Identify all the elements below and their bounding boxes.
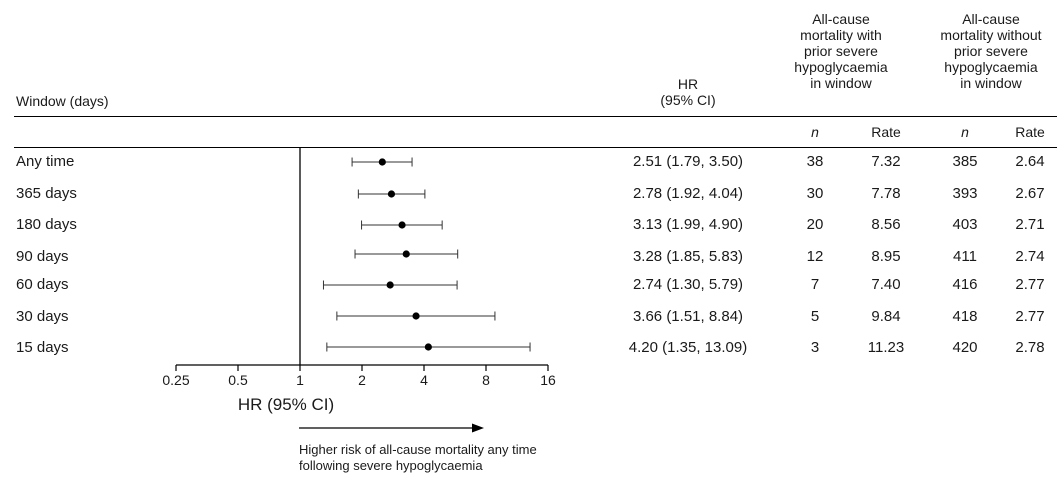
direction-arrow-head [472, 423, 484, 433]
n-without-value: 393 [952, 185, 978, 202]
with-header-line: mortality with [800, 27, 882, 43]
hr-header: HR (95% CI) [648, 76, 728, 108]
arrow-caption-line2: following severe hypoglycaemia [299, 458, 483, 473]
x-tick-label: 0.25 [162, 372, 189, 388]
row-label: 15 days [16, 339, 69, 356]
row-label: 60 days [16, 276, 69, 293]
row-label: 30 days [16, 308, 69, 325]
with-header-line: prior severe [804, 43, 878, 59]
rate-without-value: 2.67 [1015, 185, 1045, 202]
row-label: Any time [16, 153, 75, 170]
rate-without-value: 2.77 [1015, 276, 1045, 293]
header-rule [14, 116, 1057, 117]
with-header-line: All-cause [812, 11, 870, 27]
hr-header-line2: (95% CI) [660, 92, 716, 108]
with-hypo-group-header: All-cause mortality with prior severe hy… [776, 11, 906, 91]
n-with-value: 3 [810, 339, 820, 356]
hr-point [386, 281, 394, 289]
without-header-line: mortality without [940, 27, 1042, 43]
hr-ci-value: 3.13 (1.99, 4.90) [632, 216, 744, 233]
rate-with-value: 7.32 [871, 153, 901, 170]
row-label: 180 days [16, 216, 77, 233]
without-header-line: All-cause [962, 11, 1020, 27]
n-without-value: 416 [952, 276, 978, 293]
n-without-value: 418 [952, 308, 978, 325]
hr-ci-value: 3.66 (1.51, 8.84) [632, 308, 744, 325]
n-without-value: 420 [952, 339, 978, 356]
rate-with-value: 8.56 [871, 216, 901, 233]
n-without-value: 403 [952, 216, 978, 233]
hr-point [378, 158, 386, 166]
hr-point [387, 190, 396, 198]
hr-ci-value: 2.51 (1.79, 3.50) [632, 153, 744, 170]
hr-ci-value: 3.28 (1.85, 5.83) [632, 248, 744, 265]
rate-without-value: 2.74 [1015, 248, 1045, 265]
arrow-caption-line1: Higher risk of all-cause mortality any t… [299, 442, 537, 457]
n-with-header: n [811, 124, 819, 140]
hr-point [398, 221, 406, 229]
rate-with-value: 7.40 [871, 276, 901, 293]
without-header-line: prior severe [954, 43, 1028, 59]
with-header-line: in window [810, 75, 872, 91]
hr-point [402, 250, 410, 258]
with-header-line: hypoglycaemia [794, 59, 888, 75]
n-with-value: 30 [806, 185, 824, 202]
rate-with-value: 8.95 [871, 248, 901, 265]
x-tick-label: 1 [296, 372, 304, 388]
x-tick-label: 4 [420, 372, 428, 388]
rate-with-value: 9.84 [871, 308, 901, 325]
window-header: Window (days) [16, 93, 109, 109]
n-without-value: 385 [952, 153, 978, 170]
without-header-line: in window [960, 75, 1022, 91]
hr-point [424, 343, 432, 351]
hr-ci-value: 2.78 (1.92, 4.04) [632, 185, 744, 202]
x-axis-label: HR (95% CI) [237, 395, 335, 414]
n-with-value: 20 [806, 216, 824, 233]
arrow-caption: Higher risk of all-cause mortality any t… [299, 442, 537, 474]
x-tick-label: 2 [358, 372, 366, 388]
rate-without-header: Rate [1015, 124, 1045, 140]
rate-with-value: 11.23 [867, 339, 905, 356]
x-tick-label: 0.5 [228, 372, 248, 388]
hr-header-line1: HR [677, 76, 699, 92]
rate-with-value: 7.78 [871, 185, 901, 202]
n-without-value: 411 [953, 248, 977, 265]
rate-without-value: 2.77 [1015, 308, 1045, 325]
rate-without-value: 2.71 [1015, 216, 1045, 233]
rate-with-header: Rate [871, 124, 901, 140]
hr-ci-value: 2.74 (1.30, 5.79) [632, 276, 744, 293]
x-tick-label: 16 [540, 372, 556, 388]
n-with-value: 5 [810, 308, 820, 325]
n-without-header: n [961, 124, 969, 140]
without-header-line: hypoglycaemia [944, 59, 1038, 75]
hr-point [412, 312, 420, 320]
row-label: 90 days [16, 248, 69, 265]
subheader-rule [14, 147, 1057, 148]
rate-without-value: 2.78 [1015, 339, 1045, 356]
row-label: 365 days [16, 185, 77, 202]
hr-ci-value: 4.20 (1.35, 13.09) [628, 339, 748, 356]
n-with-value: 38 [806, 153, 824, 170]
n-with-value: 7 [810, 276, 820, 293]
without-hypo-group-header: All-cause mortality without prior severe… [921, 11, 1061, 91]
n-with-value: 12 [806, 248, 824, 265]
x-tick-label: 8 [482, 372, 490, 388]
rate-without-value: 2.64 [1015, 153, 1045, 170]
